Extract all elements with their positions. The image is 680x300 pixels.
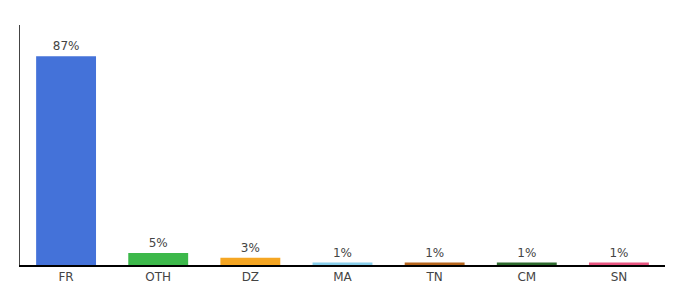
svg-text:TN: TN	[425, 270, 442, 284]
svg-text:3%: 3%	[241, 241, 260, 255]
svg-text:87%: 87%	[53, 39, 80, 53]
svg-text:1%: 1%	[517, 246, 536, 260]
svg-text:1%: 1%	[333, 246, 352, 260]
svg-text:1%: 1%	[609, 246, 628, 260]
svg-text:FR: FR	[58, 270, 73, 284]
svg-text:SN: SN	[611, 270, 628, 284]
svg-text:OTH: OTH	[145, 270, 171, 284]
svg-text:5%: 5%	[149, 236, 168, 250]
svg-text:MA: MA	[333, 270, 352, 284]
svg-text:DZ: DZ	[242, 270, 259, 284]
svg-text:CM: CM	[517, 270, 536, 284]
svg-text:1%: 1%	[425, 246, 444, 260]
